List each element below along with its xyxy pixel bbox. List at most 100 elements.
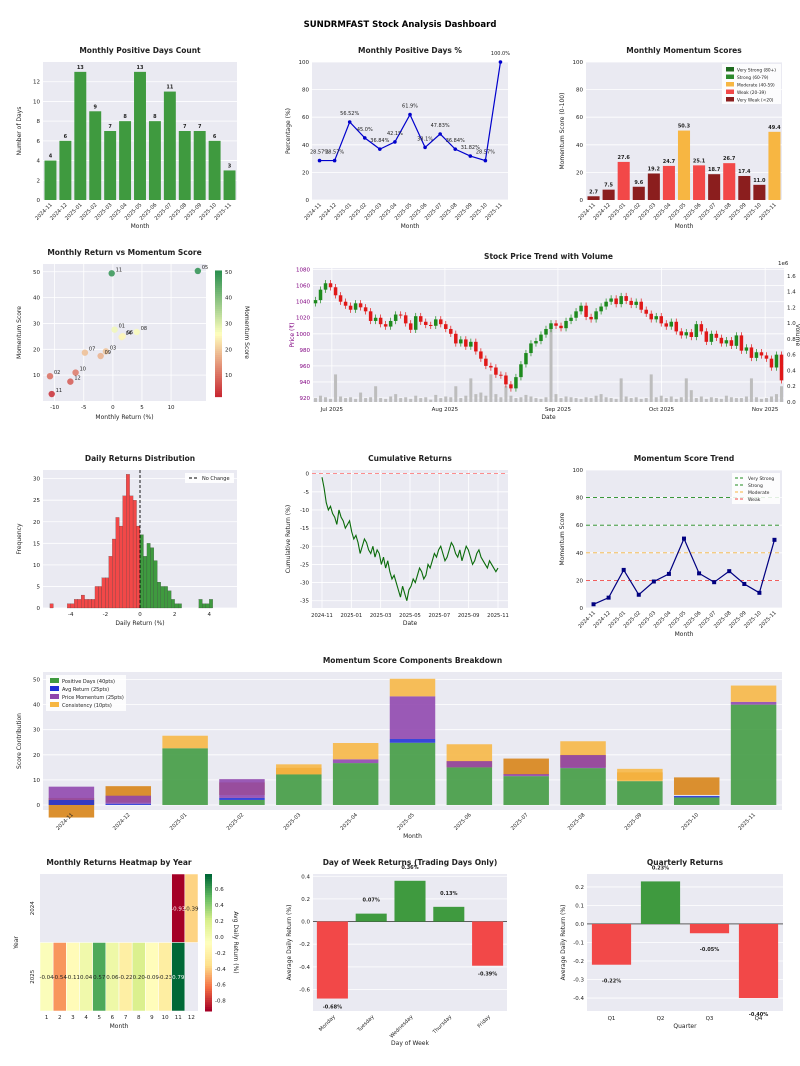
ret_vs_mom-y-label: Momentum Score (16, 306, 23, 359)
ret_vs_mom-chart: Monthly Return vs Momentum Score Monthly … (16, 248, 250, 421)
volume-bar (479, 392, 483, 402)
scatter-colorbar-tick: 40 (225, 296, 232, 302)
volume-bar (614, 398, 618, 402)
pos_pct-ytick: 60 (302, 115, 309, 121)
component-segment (389, 696, 436, 739)
volume-multiplier: 1e6 (778, 261, 789, 267)
components-xtick: 2025-09 (624, 812, 644, 832)
candle-body (564, 320, 568, 329)
volume-ytick: 0.4 (787, 368, 796, 374)
heatmap-colorbar-cell (205, 979, 212, 982)
hist-bar (202, 603, 206, 609)
volume-bar (734, 398, 738, 402)
heatmap-colorbar-cell (205, 940, 212, 943)
mom_trend-ytick: 20 (576, 578, 583, 584)
hist-bar (84, 599, 89, 609)
pos_pct-ytick: 40 (302, 143, 309, 149)
scatter-colorbar-cell (215, 299, 222, 303)
hist-bar (101, 577, 106, 609)
volume-bar (499, 397, 503, 402)
heatmap-cell-label: -0.39 (184, 906, 199, 912)
scatter-colorbar-cell (215, 352, 222, 356)
momentum-trend-point (697, 571, 702, 576)
momentum-score-bar (708, 174, 721, 200)
volume-bar (469, 378, 473, 402)
heatmap-colorbar-cell (205, 931, 212, 934)
heatmap-cell-label: -0.54 (53, 975, 68, 981)
quarter-bar (640, 881, 681, 924)
heatmap-colorbar-cell (205, 908, 212, 912)
dow-xtick: Wednesday (389, 1014, 414, 1039)
component-segment (673, 795, 720, 798)
component-segment (332, 759, 379, 764)
mom_scores-y-label: Momentum Score (0-100) (559, 93, 566, 170)
heatmap-colorbar-cell (205, 974, 212, 978)
dow-ytick: -0.4 (299, 965, 310, 971)
component-segment (389, 678, 436, 697)
component-segment (219, 779, 265, 798)
hist-bar (139, 534, 144, 609)
volume-bar (554, 394, 558, 402)
volume-bar (344, 398, 348, 402)
momentum-score-bar-label: 24.7 (663, 159, 676, 165)
dow-ytick: -0.6 (299, 987, 310, 993)
quarter-xtick: Q1 (608, 1016, 616, 1022)
candle-body (313, 300, 318, 304)
dow-xtick: Friday (477, 1014, 492, 1029)
scatter-colorbar-cell (215, 289, 222, 292)
scatter-colorbar-cell (215, 276, 222, 280)
heatmap-colorbar-cell (205, 896, 212, 900)
scatter-colorbar-cell (215, 339, 222, 343)
cum-xtick: 2024-11 (311, 613, 333, 619)
heatmap-colorbar-cell (205, 894, 212, 898)
components-legend-label: Positive Days (40pts) (62, 679, 115, 685)
candle-body (659, 316, 663, 324)
hist-xtick: 2 (173, 612, 177, 618)
volume-ytick: 1.6 (787, 274, 796, 280)
scatter-colorbar-tick: 10 (225, 373, 232, 379)
quarterly-ytick: -0.2 (573, 959, 584, 965)
component-segment (446, 761, 493, 768)
candle-body (579, 305, 583, 312)
candle-body (524, 353, 528, 365)
volume-bar (449, 397, 453, 402)
hist-bar (146, 543, 151, 609)
candle-body (343, 301, 348, 306)
scatter-point (194, 267, 202, 275)
volume-ytick: 0.8 (787, 337, 796, 343)
candle-body (619, 296, 623, 305)
momentum-trend-point (742, 581, 747, 586)
heatmap-col-label: 9 (150, 1015, 154, 1021)
component-segment (503, 776, 549, 805)
hist-bar (150, 547, 154, 609)
price-ytick: 940 (300, 380, 311, 386)
price_trend-title: Stock Price Trend with Volume (484, 252, 613, 261)
volume-bar (494, 394, 498, 402)
heatmap-colorbar-cell (205, 981, 212, 985)
candle-body (348, 305, 353, 310)
dow-ytick: 0.2 (301, 897, 310, 903)
hist-bar (198, 599, 203, 609)
heatmap-title: Monthly Returns Heatmap by Year (46, 858, 191, 867)
candle-body (599, 306, 603, 312)
hist-bar (67, 603, 71, 609)
heatmap-colorbar-tick: 0.4 (215, 903, 224, 909)
candle-body (689, 332, 694, 338)
heatmap-colorbar-cell (205, 947, 212, 950)
volume-y-label: Volume (794, 324, 800, 347)
pos-pct-point-label: 100.0% (491, 51, 510, 57)
heatmap-colorbar-cell (205, 910, 212, 914)
quarter-bar (689, 923, 730, 934)
scatter-colorbar-label: Momentum Score (243, 306, 250, 359)
hist-bar (87, 599, 92, 609)
scatter-point-label: 07 (89, 347, 95, 353)
pos-days-bar-label: 4 (49, 154, 53, 160)
momentum-legend-swatch (726, 97, 734, 102)
candle-body (699, 324, 704, 332)
trend-legend-label: Moderate (748, 490, 770, 496)
scatter-colorbar-cell (215, 285, 222, 288)
pos-days-bar (104, 131, 117, 200)
candle-body (514, 377, 518, 389)
cum_ret-ytick: -15 (300, 526, 309, 532)
heatmap-colorbar-cell (205, 995, 212, 998)
